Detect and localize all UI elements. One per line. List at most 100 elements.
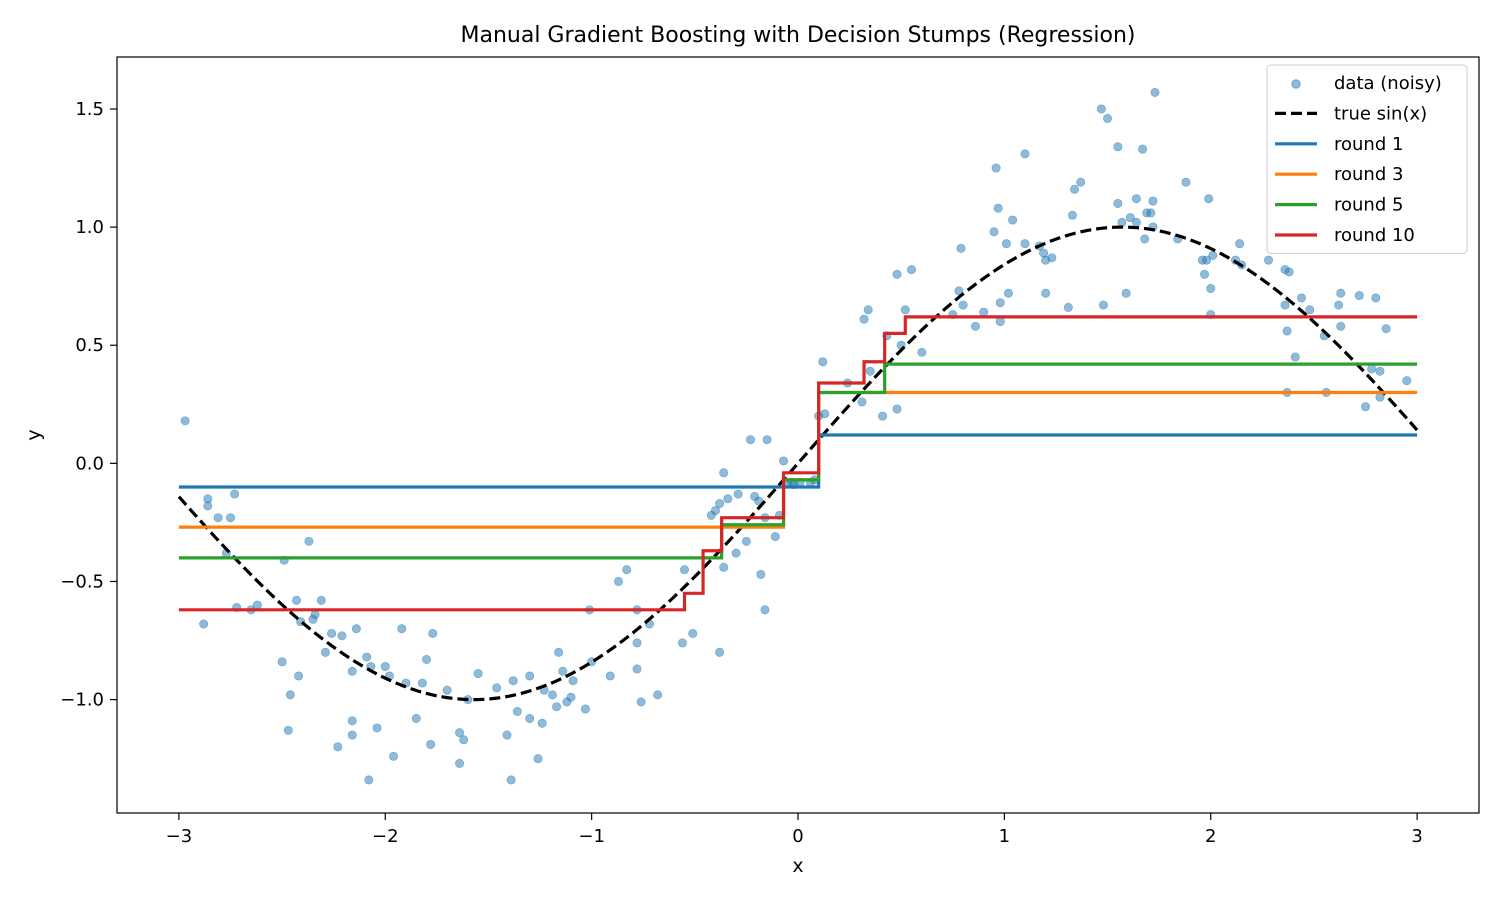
legend-label: true sin(x) (1334, 103, 1427, 124)
data-point (1131, 217, 1141, 227)
data-point (1402, 376, 1412, 386)
data-point (970, 321, 980, 331)
data-point (632, 638, 642, 648)
chart-title: Manual Gradient Boosting with Decision S… (460, 23, 1135, 48)
data-point (979, 307, 989, 317)
data-point (533, 754, 543, 764)
data-point (1381, 324, 1391, 334)
legend-label: round 10 (1334, 225, 1415, 246)
data-point (347, 730, 357, 740)
data-point (1146, 208, 1156, 218)
data-point (1375, 392, 1385, 402)
data-point (1150, 87, 1160, 97)
data-point (1113, 142, 1123, 152)
data-point (1297, 293, 1307, 303)
data-point (1305, 305, 1315, 315)
data-point (1138, 144, 1148, 154)
data-point (568, 676, 578, 686)
data-point (1235, 239, 1245, 249)
data-point (1076, 177, 1086, 187)
x-tick-label: 1 (999, 826, 1010, 847)
data-point (1020, 149, 1030, 159)
data-point (380, 662, 390, 672)
data-point (1375, 366, 1385, 376)
data-point (310, 610, 320, 620)
data-point (857, 397, 867, 407)
data-point (820, 409, 830, 419)
data-point (473, 669, 483, 679)
plot-area: −3 −2 −1 0 1 2 3 −1.0 −0.5 0.0 0.5 1.0 1.5 (60, 56, 1480, 847)
data-point (411, 713, 421, 723)
data-point (1371, 293, 1381, 303)
data-point (1063, 302, 1073, 312)
data-point (1140, 234, 1150, 244)
data-point (756, 569, 766, 579)
data-point (230, 489, 240, 499)
data-point (733, 489, 743, 499)
data-point (1008, 215, 1018, 225)
data-point (417, 678, 427, 688)
data-point (863, 305, 873, 315)
data-point (304, 536, 314, 546)
data-point (372, 723, 382, 733)
data-point (715, 647, 725, 657)
data-point (770, 532, 780, 542)
data-point (995, 317, 1005, 327)
data-point (1204, 194, 1214, 204)
data-point (746, 435, 756, 445)
data-point (653, 690, 663, 700)
data-point (779, 456, 789, 466)
data-point (547, 690, 557, 700)
data-point (180, 416, 190, 426)
data-point (1070, 184, 1080, 194)
data-point (285, 690, 295, 700)
data-point (1121, 288, 1131, 298)
data-point (859, 314, 869, 324)
data-point (442, 685, 452, 695)
data-point (1361, 402, 1371, 412)
x-tick-label: −3 (166, 826, 193, 847)
data-point (1282, 326, 1292, 336)
data-point (715, 499, 725, 509)
data-point (351, 624, 361, 634)
data-point (327, 628, 337, 638)
data-point (679, 565, 689, 575)
data-point (362, 652, 372, 662)
data-point (906, 265, 916, 275)
data-point (422, 654, 432, 664)
data-point (1181, 177, 1191, 187)
data-point (389, 751, 399, 761)
y-tick-label: −1.0 (60, 690, 104, 711)
data-point (993, 203, 1003, 213)
data-point (558, 666, 568, 676)
data-point (1334, 300, 1344, 310)
data-point (989, 227, 999, 237)
data-point (760, 605, 770, 615)
data-point (512, 706, 522, 716)
data-point (428, 628, 438, 638)
y-tick-label: 1.0 (75, 217, 104, 238)
data-point (1280, 300, 1290, 310)
legend-label: round 5 (1334, 195, 1403, 216)
legend-label: round 3 (1334, 164, 1403, 185)
data-point (347, 716, 357, 726)
x-axis-label: x (792, 855, 803, 877)
data-point (1020, 239, 1030, 249)
data-point (226, 513, 236, 523)
data-point (397, 624, 407, 634)
data-point (1098, 300, 1108, 310)
data-point (818, 357, 828, 367)
data-point (292, 595, 302, 605)
scatter-series (180, 87, 1412, 785)
data-point (459, 735, 469, 745)
y-axis-label: y (23, 429, 45, 440)
data-point (991, 163, 1001, 173)
legend: data (noisy) true sin(x) round 1 round 3 rou… (1266, 64, 1468, 254)
data-point (203, 501, 213, 511)
data-point (731, 548, 741, 558)
data-point (426, 739, 436, 749)
data-point (294, 671, 304, 681)
axes-frame (116, 56, 1480, 814)
data-point (552, 702, 562, 712)
data-point (1264, 255, 1274, 265)
